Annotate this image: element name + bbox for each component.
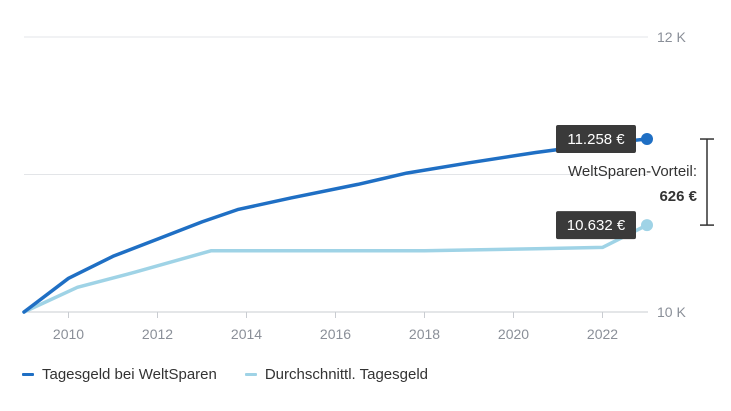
annotation-label: WeltSparen-Vorteil: [568, 163, 697, 180]
series-line-0 [22, 137, 649, 314]
line-chart: 10 K 12 K 2010 2012 2014 2016 2018 2020 2022 11.2… [22, 29, 714, 342]
series-end-marker-0 [641, 133, 653, 146]
annotation-value: 626 € [659, 188, 697, 205]
series-end-marker-1 [641, 219, 653, 232]
value-label-box-1 [556, 211, 636, 240]
x-tick-label-5: 2020 [498, 326, 529, 342]
x-tick-label-3: 2016 [320, 326, 351, 342]
x-tick-label-1: 2012 [142, 326, 173, 342]
x-tick-label-6: 2022 [587, 326, 618, 342]
legend: Tagesgeld bei WeltSparen Durchschnittl. … [22, 366, 428, 383]
x-tick-label-2: 2014 [231, 326, 262, 342]
x-tick-label-0: 2010 [53, 326, 84, 342]
legend-swatch-weltsparen [22, 373, 34, 376]
y-tick-label-1: 12 K [657, 29, 686, 45]
y-tick-label-0: 10 K [657, 304, 686, 320]
legend-label-weltsparen: Tagesgeld bei WeltSparen [42, 366, 217, 383]
x-tick-label-4: 2018 [409, 326, 440, 342]
legend-swatch-average [244, 373, 257, 376]
value-label-box-0 [556, 125, 636, 154]
legend-item-weltsparen[interactable]: Tagesgeld bei WeltSparen [22, 366, 217, 383]
legend-item-average[interactable]: Durchschnittl. Tagesgeld [244, 366, 428, 383]
value-label-1: 10.632 € [567, 217, 626, 234]
value-label-0: 11.258 € [567, 131, 625, 148]
legend-label-average: Durchschnittl. Tagesgeld [264, 366, 428, 383]
series-line-1 [22, 223, 649, 314]
